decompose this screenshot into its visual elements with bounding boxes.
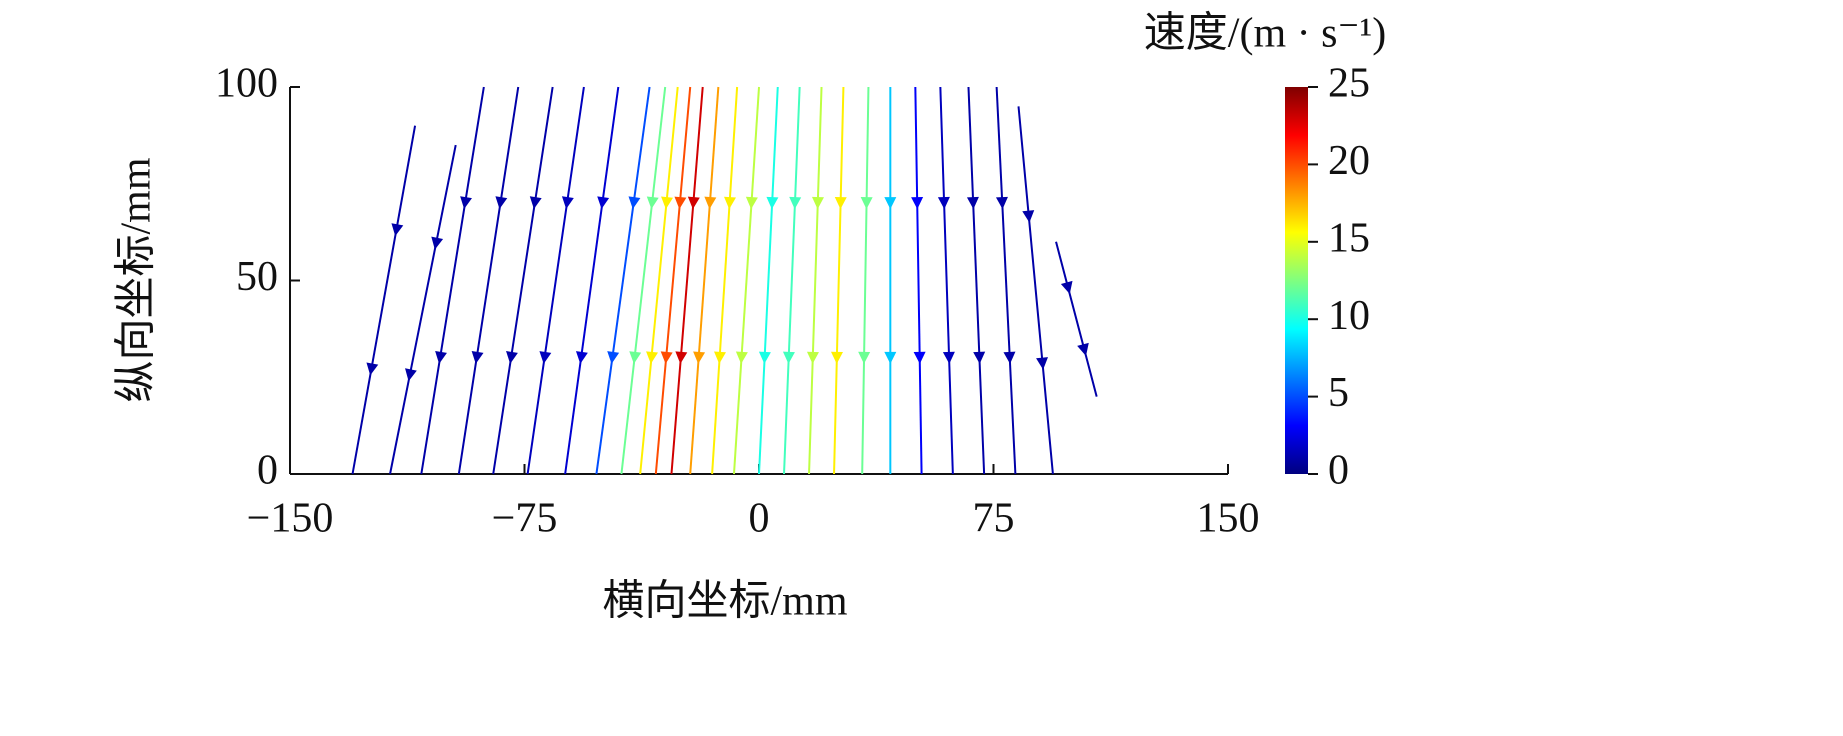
flow-arrow: [629, 351, 642, 364]
streamline: [689, 86, 720, 475]
streamline: [457, 86, 520, 475]
streamline: [1017, 106, 1054, 475]
flow-arrow: [646, 351, 658, 364]
flow-arrow: [661, 196, 674, 210]
flow-arrow: [966, 196, 979, 210]
flow-arrow: [758, 351, 771, 364]
colorbar: [1285, 87, 1308, 474]
flow-arrow: [745, 196, 758, 210]
x-tick-label: 75: [973, 496, 1015, 542]
streamline: [833, 86, 845, 475]
flow-arrow: [942, 351, 955, 364]
flow-arrow: [575, 351, 588, 364]
flow-arrow: [913, 351, 926, 364]
streamline: [808, 86, 823, 475]
flow-arrow: [539, 351, 552, 364]
flow-arrow: [789, 196, 802, 210]
flow-arrow: [766, 196, 779, 210]
streamline: [995, 86, 1017, 475]
flow-arrow: [660, 351, 673, 364]
flow-arrow: [607, 351, 620, 364]
flow-arrow: [811, 196, 824, 210]
streamline: [389, 144, 457, 475]
flow-arrow: [884, 351, 897, 364]
flow-arrow: [435, 351, 447, 364]
streamline: [526, 86, 585, 475]
flow-arrow: [471, 351, 484, 364]
streamline: [639, 86, 679, 475]
flow-arrow: [782, 351, 795, 364]
streamline: [914, 86, 923, 475]
streamline: [758, 86, 779, 475]
flow-arrow: [834, 196, 847, 210]
streamline: [732, 86, 760, 475]
streamline: [670, 86, 704, 475]
flow-arrow: [724, 196, 736, 210]
flow-arrow: [675, 351, 688, 364]
flow-arrow: [1003, 351, 1016, 364]
x-tick-label: −75: [492, 496, 558, 542]
flow-arrow: [1077, 342, 1089, 356]
flow-arrow: [405, 368, 417, 382]
flow-arrow: [860, 197, 873, 210]
colorbar-label: 速度/(m · s⁻¹): [1144, 11, 1386, 57]
y-axis-label: 纵向坐标/mm: [114, 157, 160, 402]
flow-arrow: [1022, 210, 1035, 223]
flow-arrow: [506, 351, 518, 364]
streamline: [783, 86, 801, 475]
flow-arrow: [1036, 357, 1049, 370]
colorbar-tick-label: 25: [1328, 61, 1370, 107]
streamline: [595, 86, 651, 475]
flow-arrow: [704, 196, 717, 210]
flow-arrow: [561, 196, 574, 210]
streamline: [420, 86, 485, 475]
flow-arrow: [674, 196, 687, 210]
streamline: [861, 86, 870, 475]
flow-arrow: [884, 197, 897, 210]
streamline: [620, 86, 667, 475]
flow-arrow: [831, 351, 843, 364]
streamline: [939, 86, 954, 475]
flow-arrow: [391, 223, 404, 237]
flow-arrow: [628, 196, 641, 210]
streamline: [492, 86, 554, 475]
flow-arrow: [460, 196, 472, 210]
flow-arrow: [366, 362, 379, 376]
colorbar-tick-label: 10: [1328, 293, 1370, 339]
flow-arrow: [806, 351, 819, 364]
x-tick-label: −150: [247, 496, 334, 542]
x-axis-label: 横向坐标/mm: [602, 579, 847, 625]
flow-arrow: [858, 351, 871, 364]
flow-arrow: [495, 196, 508, 210]
flow-arrow: [529, 196, 542, 210]
colorbar-tick-label: 5: [1328, 370, 1349, 416]
streamline: [564, 86, 620, 475]
streamline: [1055, 241, 1098, 397]
flow-arrow: [735, 351, 748, 364]
streamline: [654, 86, 692, 475]
x-tick-label: 150: [1197, 496, 1260, 542]
flow-arrow: [687, 196, 700, 210]
flow-arrow: [911, 197, 924, 210]
y-tick-label: 0: [257, 448, 278, 494]
flow-arrow: [1060, 280, 1073, 295]
colorbar-tick-label: 15: [1328, 215, 1370, 261]
flow-arrow: [995, 196, 1008, 210]
streamline: [351, 125, 417, 475]
y-tick-label: 100: [215, 61, 278, 107]
flow-arrow: [714, 351, 726, 364]
flow-arrow: [431, 236, 444, 250]
flow-arrow: [937, 196, 950, 210]
x-tick-label: 0: [749, 496, 770, 542]
flow-arrow: [646, 196, 659, 210]
colorbar-tick-label: 20: [1328, 138, 1370, 184]
colorbar-tick-label: 0: [1328, 448, 1349, 494]
flow-arrow: [973, 351, 986, 364]
streamline: [967, 86, 986, 475]
flow-arrow: [693, 351, 706, 364]
streamline: [711, 86, 739, 475]
y-tick-label: 50: [236, 254, 278, 300]
flow-arrow: [597, 196, 610, 210]
